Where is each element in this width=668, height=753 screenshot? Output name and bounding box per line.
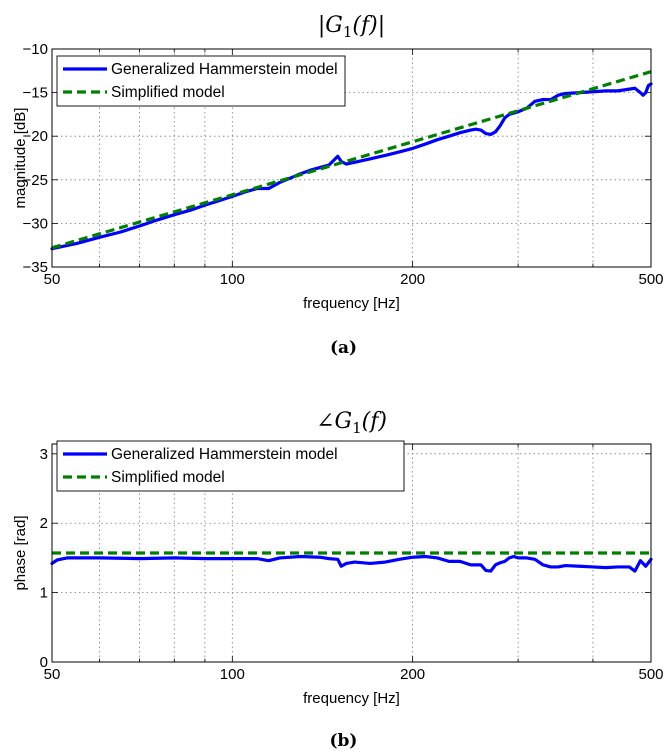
y-axis-label: magnitude [dB] — [12, 108, 29, 209]
y-tick-label: 2 — [40, 515, 48, 532]
x-tick-label: 100 — [220, 271, 245, 288]
chart-phase: 50 100 200 500 0 1 2 3 frequency [Hz] phase [rad]… — [12, 409, 664, 751]
x-tick-label: 200 — [400, 666, 425, 683]
legend-label: Generalized Hammerstein model — [111, 446, 338, 463]
subfigure-caption: (a) — [330, 338, 357, 358]
y-tick-label: −15 — [23, 85, 48, 102]
subfigure-caption: (b) — [330, 731, 358, 751]
y-axis-label: phase [rad] — [12, 515, 29, 590]
chart-title: ∠G1(f) — [316, 409, 387, 437]
chart-title: |G1(f)| — [318, 13, 385, 41]
y-tick-label: −10 — [23, 41, 48, 58]
legend: Generalized Hammerstein model Simplified … — [56, 440, 405, 492]
y-tick-label: −20 — [23, 128, 48, 145]
y-tick-label: 3 — [40, 446, 48, 463]
y-tick-label: 0 — [40, 654, 48, 671]
x-tick-label: 100 — [220, 666, 245, 683]
y-tick-label: −25 — [23, 172, 48, 189]
y-tick-label: −30 — [23, 215, 48, 232]
chart-magnitude: 50 100 200 500 −35 −30 −25 −20 −15 −10 frequency [… — [12, 13, 664, 358]
legend-label: Simplified model — [111, 469, 225, 486]
legend-box — [56, 55, 346, 107]
tick-marks — [52, 48, 651, 268]
series-line-simplified-model — [51, 70, 652, 250]
y-tick-label: −35 — [23, 259, 48, 276]
x-tick-label: 50 — [44, 666, 61, 683]
x-tick-label: 500 — [638, 666, 663, 683]
legend: Generalized Hammerstein model Simplified … — [56, 55, 346, 107]
x-tick-label: 500 — [638, 271, 663, 288]
legend-label: Simplified model — [111, 84, 225, 101]
x-axis-label: frequency [Hz] — [303, 295, 400, 312]
legend-box — [56, 440, 405, 492]
axes-box — [51, 48, 652, 268]
series-line-generalized-hammerstein — [50, 554, 653, 573]
legend-label: Generalized Hammerstein model — [111, 61, 338, 78]
x-tick-label: 200 — [400, 271, 425, 288]
x-tick-label: 50 — [44, 271, 61, 288]
y-tick-label: 1 — [40, 585, 48, 602]
x-axis-label: frequency [Hz] — [303, 690, 400, 707]
